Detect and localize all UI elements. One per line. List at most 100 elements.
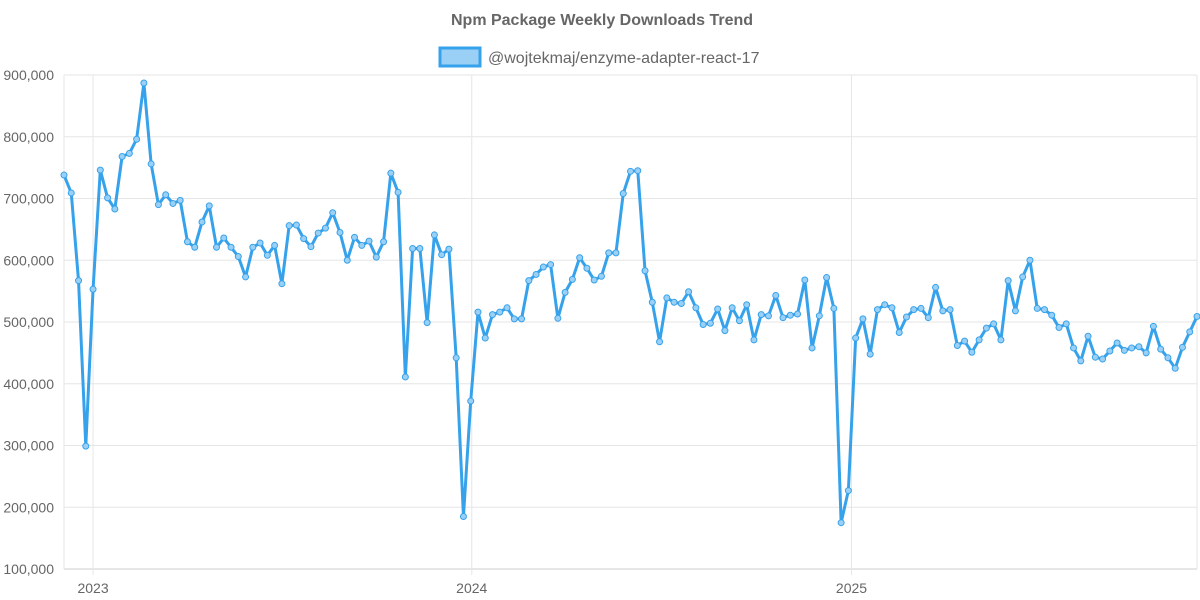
data-point[interactable] bbox=[576, 254, 584, 262]
data-point[interactable] bbox=[387, 169, 395, 177]
data-point[interactable] bbox=[663, 294, 671, 302]
data-point[interactable] bbox=[1186, 328, 1194, 336]
data-point[interactable] bbox=[619, 190, 627, 198]
data-point[interactable] bbox=[1077, 357, 1085, 365]
data-point[interactable] bbox=[823, 274, 831, 282]
data-point[interactable] bbox=[1178, 343, 1186, 351]
data-point[interactable] bbox=[612, 249, 620, 257]
data-point[interactable] bbox=[779, 314, 787, 322]
data-point[interactable] bbox=[220, 234, 228, 242]
data-point[interactable] bbox=[648, 298, 656, 306]
data-point[interactable] bbox=[67, 189, 75, 197]
data-point[interactable] bbox=[372, 253, 380, 261]
data-point[interactable] bbox=[111, 205, 119, 213]
data-point[interactable] bbox=[1040, 306, 1048, 314]
data-point[interactable] bbox=[1048, 311, 1056, 319]
data-point[interactable] bbox=[343, 256, 351, 264]
data-point[interactable] bbox=[234, 253, 242, 261]
data-point[interactable] bbox=[183, 238, 191, 246]
data-point[interactable] bbox=[438, 251, 446, 259]
data-point[interactable] bbox=[452, 354, 460, 362]
data-point[interactable] bbox=[82, 442, 90, 450]
data-point[interactable] bbox=[503, 304, 511, 312]
data-point[interactable] bbox=[815, 312, 823, 320]
data-point[interactable] bbox=[191, 243, 199, 251]
data-point[interactable] bbox=[481, 334, 489, 342]
data-point[interactable] bbox=[321, 224, 329, 232]
data-point[interactable] bbox=[1171, 364, 1179, 372]
legend[interactable]: @wojtekmaj/enzyme-adapter-react-17 bbox=[438, 46, 760, 68]
data-point[interactable] bbox=[394, 188, 402, 196]
data-point[interactable] bbox=[1004, 277, 1012, 285]
data-point[interactable] bbox=[1019, 273, 1027, 281]
data-point[interactable] bbox=[975, 336, 983, 344]
data-point[interactable] bbox=[714, 305, 722, 313]
data-point[interactable] bbox=[583, 264, 591, 272]
data-point[interactable] bbox=[1157, 345, 1165, 353]
data-point[interactable] bbox=[213, 243, 221, 251]
data-point[interactable] bbox=[844, 487, 852, 495]
data-point[interactable] bbox=[278, 280, 286, 288]
data-point[interactable] bbox=[96, 166, 104, 174]
data-point[interactable] bbox=[162, 191, 170, 199]
data-point[interactable] bbox=[735, 317, 743, 325]
data-point[interactable] bbox=[147, 160, 155, 168]
data-point[interactable] bbox=[60, 171, 68, 179]
data-point[interactable] bbox=[932, 283, 940, 291]
data-point[interactable] bbox=[1149, 322, 1157, 330]
data-point[interactable] bbox=[634, 167, 642, 175]
data-point[interactable] bbox=[1113, 339, 1121, 347]
data-point[interactable] bbox=[873, 306, 881, 314]
data-point[interactable] bbox=[125, 149, 133, 157]
data-point[interactable] bbox=[1135, 343, 1143, 351]
data-point[interactable] bbox=[510, 315, 518, 323]
data-point[interactable] bbox=[525, 277, 533, 285]
data-point[interactable] bbox=[1164, 354, 1172, 362]
data-point[interactable] bbox=[271, 241, 279, 249]
data-point[interactable] bbox=[670, 298, 678, 306]
data-point[interactable] bbox=[568, 275, 576, 283]
data-point[interactable] bbox=[496, 308, 504, 316]
data-point[interactable] bbox=[597, 272, 605, 280]
data-point[interactable] bbox=[808, 344, 816, 352]
data-point[interactable] bbox=[910, 306, 918, 314]
data-point[interactable] bbox=[430, 231, 438, 239]
data-point[interactable] bbox=[1011, 307, 1019, 315]
data-point[interactable] bbox=[641, 267, 649, 275]
data-point[interactable] bbox=[656, 338, 664, 346]
data-point[interactable] bbox=[292, 221, 300, 229]
data-point[interactable] bbox=[169, 199, 177, 207]
data-point[interactable] bbox=[314, 229, 322, 237]
data-point[interactable] bbox=[380, 238, 388, 246]
data-point[interactable] bbox=[1120, 346, 1128, 354]
data-point[interactable] bbox=[750, 336, 758, 344]
data-point[interactable] bbox=[539, 263, 547, 271]
data-point[interactable] bbox=[532, 270, 540, 278]
data-point[interactable] bbox=[772, 291, 780, 299]
data-point[interactable] bbox=[721, 327, 729, 335]
data-point[interactable] bbox=[997, 336, 1005, 344]
data-point[interactable] bbox=[924, 314, 932, 322]
data-point[interactable] bbox=[489, 311, 497, 319]
data-point[interactable] bbox=[256, 239, 264, 247]
data-point[interactable] bbox=[1084, 332, 1092, 340]
data-point[interactable] bbox=[677, 299, 685, 307]
data-point[interactable] bbox=[605, 249, 613, 257]
data-point[interactable] bbox=[205, 202, 213, 210]
data-point[interactable] bbox=[300, 235, 308, 243]
data-point[interactable] bbox=[794, 310, 802, 318]
data-point[interactable] bbox=[764, 312, 772, 320]
data-point[interactable] bbox=[1070, 344, 1078, 352]
data-point[interactable] bbox=[757, 311, 765, 319]
data-point[interactable] bbox=[554, 314, 562, 322]
data-point[interactable] bbox=[459, 513, 467, 521]
data-point[interactable] bbox=[1193, 312, 1200, 320]
data-point[interactable] bbox=[1128, 344, 1136, 352]
data-point[interactable] bbox=[982, 324, 990, 332]
data-point[interactable] bbox=[837, 519, 845, 527]
data-point[interactable] bbox=[953, 341, 961, 349]
data-point[interactable] bbox=[445, 245, 453, 253]
data-point[interactable] bbox=[467, 397, 475, 405]
data-point[interactable] bbox=[939, 307, 947, 315]
data-point[interactable] bbox=[176, 196, 184, 204]
